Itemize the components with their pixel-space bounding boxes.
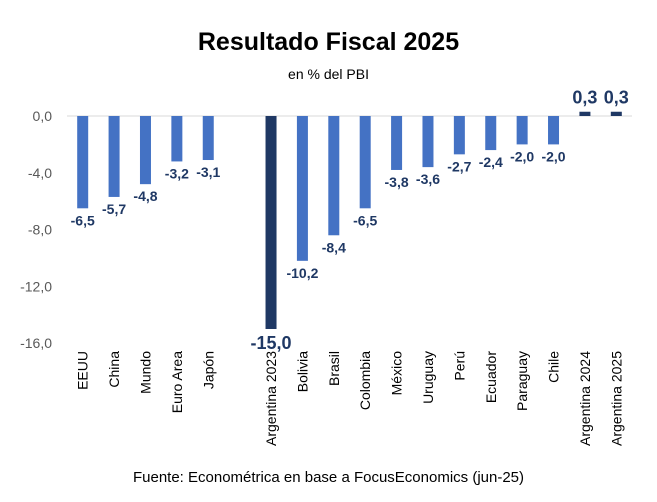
bar (516, 116, 528, 145)
data-label: -2,0 (541, 148, 565, 164)
data-label: -3,1 (196, 164, 220, 180)
data-label: -2,4 (479, 154, 503, 170)
y-tick-label: -4,0 (28, 165, 52, 181)
bar (453, 116, 465, 155)
chart-source: Fuente: Econométrica en base a FocusEcon… (132, 469, 525, 486)
data-label: -3,6 (416, 171, 440, 187)
bar (171, 116, 183, 162)
bar (579, 111, 591, 116)
bar (610, 111, 622, 116)
bar (77, 116, 89, 209)
y-tick-label: -16,0 (20, 335, 52, 351)
x-tick-label: Perú (451, 351, 467, 381)
data-label: 0,3 (572, 88, 597, 108)
data-label: -8,4 (322, 239, 346, 255)
data-label: -4,8 (133, 188, 157, 204)
x-tick-label: Euro Area (169, 351, 185, 413)
x-tick-label: Paraguay (514, 351, 530, 411)
x-tick-label: México (389, 351, 405, 396)
x-tick-label: Chile (546, 351, 562, 383)
bar (391, 116, 403, 170)
data-label: -3,2 (165, 165, 189, 181)
data-label: -2,0 (510, 148, 534, 164)
bar (548, 116, 560, 145)
data-label: -6,5 (71, 212, 95, 228)
bar (139, 116, 151, 185)
x-tick-label: Colombia (357, 351, 373, 410)
bar (202, 116, 214, 161)
data-label: -3,8 (385, 174, 409, 190)
data-label: -6,5 (353, 212, 377, 228)
bar (422, 116, 434, 168)
data-label: 0,3 (604, 88, 629, 108)
bar (328, 116, 340, 236)
data-label: -10,2 (286, 265, 318, 281)
data-label: -15,0 (251, 333, 292, 353)
x-tick-label: China (106, 351, 122, 388)
bar (296, 116, 308, 261)
y-tick-label: -12,0 (20, 278, 52, 294)
bar (265, 116, 277, 329)
data-label: -5,7 (102, 201, 126, 217)
x-tick-label: Uruguay (420, 351, 436, 404)
y-tick-label: -8,0 (28, 222, 52, 238)
chart-title: Resultado Fiscal 2025 (197, 28, 460, 56)
x-tick-label: EEUU (75, 351, 91, 390)
bar (485, 116, 497, 151)
bar (108, 116, 120, 197)
bar (359, 116, 371, 209)
data-label: -2,7 (447, 158, 471, 174)
x-tick-label: Brasil (326, 351, 342, 386)
x-tick-label: Mundo (137, 351, 153, 394)
x-tick-label: Ecuador (483, 351, 499, 403)
chart-subtitle: en % del PBI (288, 66, 369, 82)
x-tick-label: Bolivia (294, 351, 310, 392)
x-tick-label: Argentina 2024 (577, 351, 593, 446)
x-tick-label: Argentina 2023 (263, 351, 279, 446)
x-tick-label: Argentina 2025 (608, 351, 624, 446)
x-tick-label: Japón (200, 351, 216, 389)
y-tick-label: 0,0 (33, 108, 53, 124)
